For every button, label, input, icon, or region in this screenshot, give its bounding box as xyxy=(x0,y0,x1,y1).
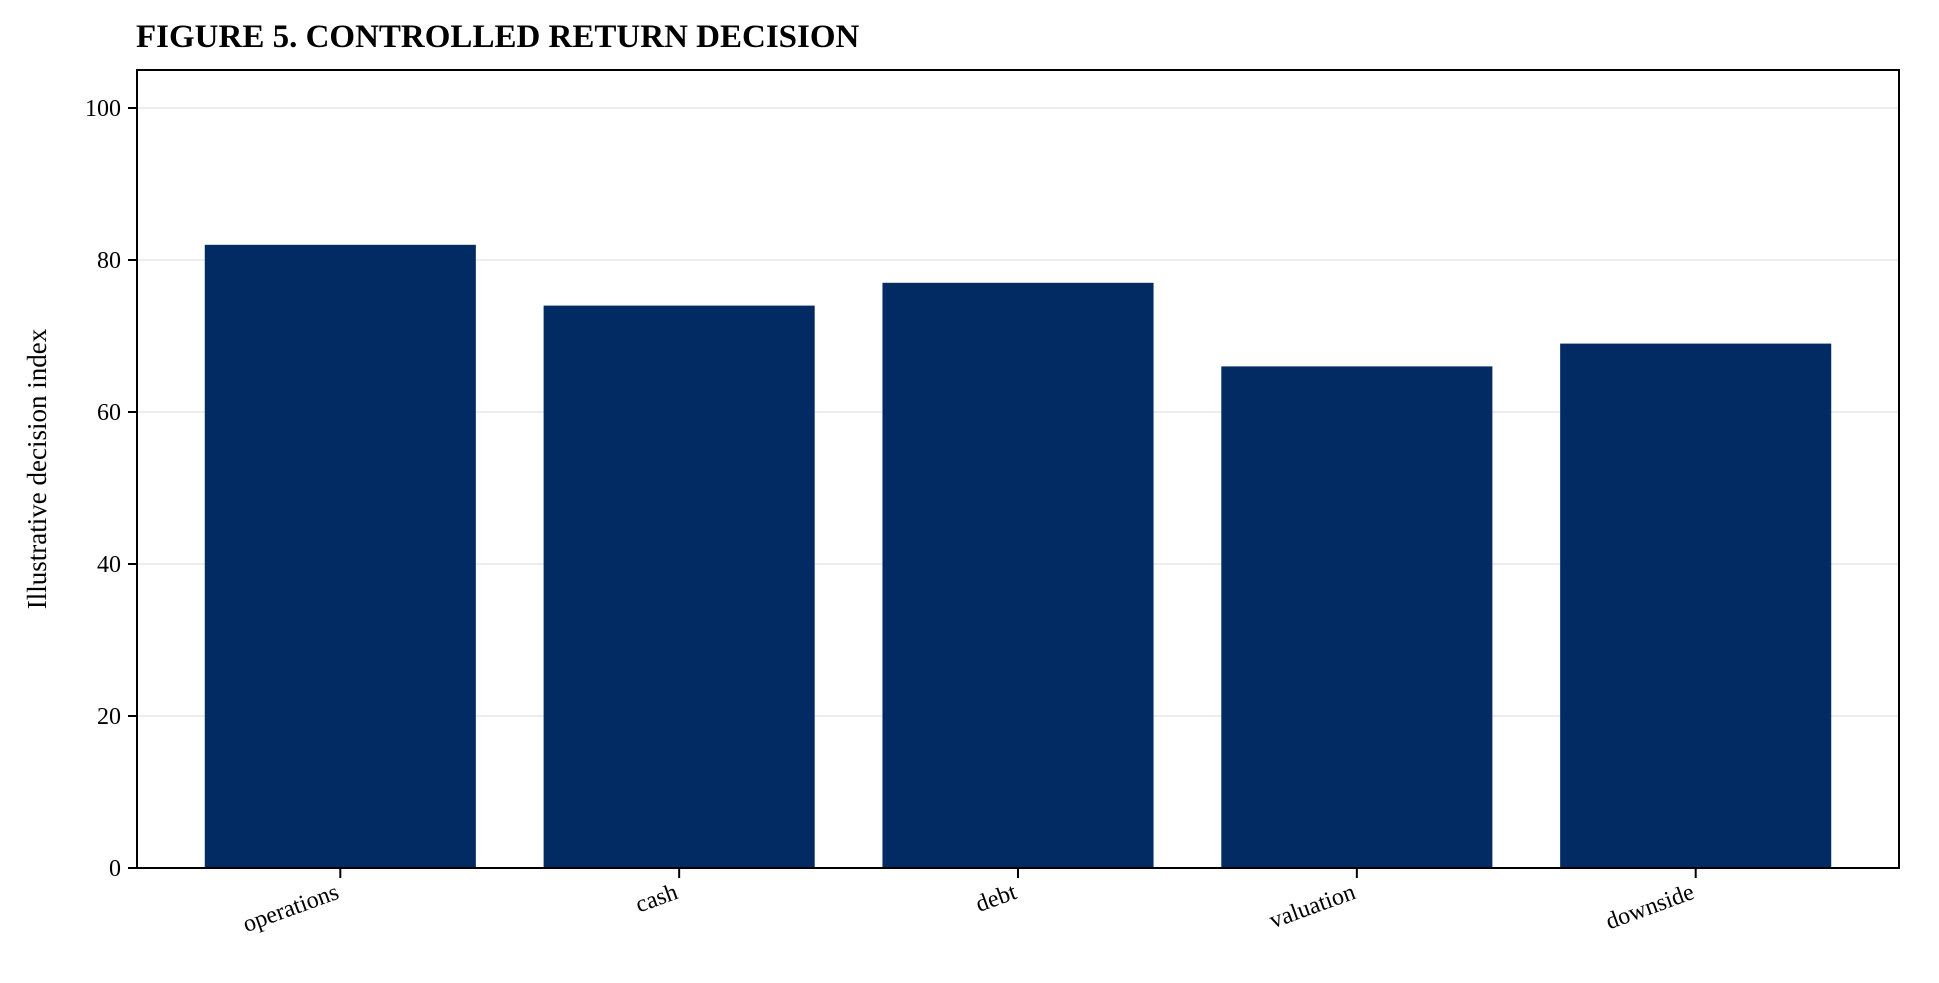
bars xyxy=(204,244,1832,869)
y-tick-label: 80 xyxy=(97,248,121,274)
bar-cash xyxy=(543,305,815,869)
x-tick-label: downside xyxy=(1602,879,1697,935)
y-axis-label: Illustrative decision index xyxy=(22,328,52,609)
y-tick-label: 60 xyxy=(97,400,121,426)
bar-operations xyxy=(204,244,476,869)
y-tick-label: 100 xyxy=(85,96,121,122)
y-tick-label: 0 xyxy=(109,856,121,882)
y-tick-label: 40 xyxy=(97,552,121,578)
bar-valuation xyxy=(1221,366,1493,868)
y-tick-label: 20 xyxy=(97,704,121,730)
x-axis: operations cash debt valuation downside xyxy=(240,868,1698,938)
chart-title: FIGURE 5. CONTROLLED RETURN DECISION xyxy=(136,19,860,55)
bar-debt xyxy=(882,282,1154,868)
y-axis: 0 20 40 60 80 100 xyxy=(85,96,137,882)
x-tick-label: operations xyxy=(240,879,343,938)
x-tick-label: cash xyxy=(632,879,681,918)
x-tick-label: debt xyxy=(972,879,1020,918)
x-tick-label: valuation xyxy=(1266,879,1359,934)
bar-downside xyxy=(1560,343,1832,869)
